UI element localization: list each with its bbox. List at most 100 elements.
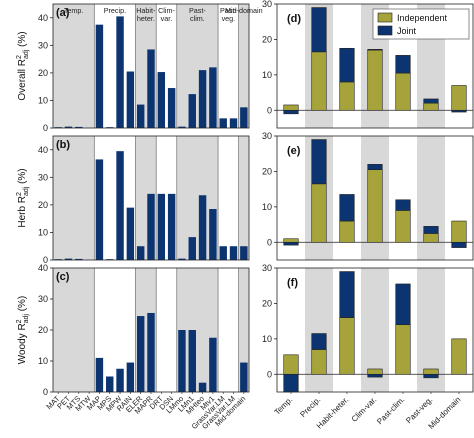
bar-joint-clim-var- xyxy=(367,164,383,170)
bar-joint-precip- xyxy=(311,333,327,350)
bar-independent-mid-domain xyxy=(451,85,467,111)
bar-drt xyxy=(157,72,166,128)
plot-frame xyxy=(52,3,250,129)
bar-mat xyxy=(54,127,62,128)
y-axis-label-sub: adj xyxy=(23,186,30,196)
bar-joint-temp- xyxy=(283,241,299,246)
legend-swatch-joint xyxy=(377,25,393,36)
group-label-line: Past- xyxy=(189,6,206,15)
legend: Independent Joint xyxy=(372,8,470,40)
bar-independent-mid-domain xyxy=(451,220,467,243)
bar-mts xyxy=(75,258,83,260)
bar-pet xyxy=(64,126,73,128)
y-axis-label-tail: (%) xyxy=(17,168,28,186)
bar-dsn xyxy=(167,88,176,128)
bar-joint-temp- xyxy=(283,373,299,393)
y-axis-label: Herb R2adj (%) xyxy=(16,168,30,227)
bar-independent-clim-var- xyxy=(367,49,383,111)
y-axis-label: Woody R2adj (%) xyxy=(16,296,30,365)
group-label: Precip. xyxy=(104,6,126,15)
bar-joint-habit-heter- xyxy=(339,271,355,318)
group-shade xyxy=(53,136,95,260)
bar-eler xyxy=(136,316,145,392)
panel-label: (b) xyxy=(56,139,70,151)
bar-lmmo xyxy=(178,330,186,392)
group-label: Past-clim. xyxy=(189,6,206,23)
group-label-line: clim. xyxy=(190,14,205,23)
bar-mtv1 xyxy=(209,67,217,128)
bar-lmn1 xyxy=(188,94,196,128)
bar-independent-temp- xyxy=(283,354,299,375)
y-tick-label: 30 xyxy=(262,263,272,273)
bar-joint-temp- xyxy=(283,109,299,115)
group-label-line: Mid-domain xyxy=(225,6,263,15)
y-axis-label-sup: 2 xyxy=(16,192,23,196)
panel-d: 0 10 20 30 (d) Independent Joint xyxy=(262,0,474,129)
bar-independent-clim-var- xyxy=(367,368,383,375)
bar-map xyxy=(95,24,104,129)
bar-joint-precip- xyxy=(311,7,327,53)
bar-joint-mid-domain xyxy=(451,241,467,248)
y-tick-label: 0 xyxy=(267,237,272,247)
y-tick-label: 40 xyxy=(38,263,48,273)
y-tick-label: 0 xyxy=(43,123,48,133)
panel-label: (d) xyxy=(287,13,301,25)
bar-mps xyxy=(106,259,114,260)
bar-joint-precip- xyxy=(311,139,327,185)
y-axis-label-main: Overall R xyxy=(17,59,28,101)
plot-frame xyxy=(276,135,474,261)
bar-independent-precip- xyxy=(311,51,327,111)
x-tick-label: Precip. xyxy=(298,395,322,419)
bar-joint-past-clim- xyxy=(395,283,411,325)
bar-mps xyxy=(106,127,114,128)
bar-lmn1 xyxy=(188,237,196,260)
bar-independent-past-veg- xyxy=(423,368,439,375)
bar-independent-past-clim- xyxy=(395,324,411,375)
bar-independent-past-clim- xyxy=(395,210,411,243)
y-tick-label: 0 xyxy=(43,387,48,397)
y-axis-label-tail: (%) xyxy=(17,31,28,49)
panel-a: Temp. Precip. Habit-heter.Clim-var. Past-cl… xyxy=(16,3,263,133)
y-tick-label: 30 xyxy=(38,40,48,50)
panel-label: (f) xyxy=(287,277,298,289)
y-tick-label: 20 xyxy=(38,68,48,78)
group-label-line: heter. xyxy=(137,14,155,23)
bar-mid-domain xyxy=(240,362,248,392)
y-axis-label-tail: (%) xyxy=(17,296,28,314)
y-tick-label: 10 xyxy=(38,95,48,105)
panel-e: 0 10 20 30 (e) xyxy=(262,131,474,261)
y-tick-label: 10 xyxy=(38,227,48,237)
bar-lmmo xyxy=(178,126,186,128)
bar-independent-past-veg- xyxy=(423,233,439,243)
bar-map xyxy=(95,159,104,260)
group-shade xyxy=(53,4,95,128)
y-tick-label: 20 xyxy=(262,34,272,44)
legend-label-independent: Independent xyxy=(397,13,448,23)
group-label-line: var. xyxy=(161,14,173,23)
bar-mat xyxy=(54,259,62,260)
y-tick-label: 0 xyxy=(267,105,272,115)
y-axis-label-sub: adj xyxy=(23,49,30,59)
y-tick-label: 30 xyxy=(262,131,272,141)
group-label-line: Clim- xyxy=(158,6,175,15)
y-tick-label: 10 xyxy=(262,70,272,80)
bar-joint-mid-domain xyxy=(451,109,467,113)
bar-joint-clim-var- xyxy=(367,373,383,378)
group-label-line: Past- xyxy=(220,6,237,15)
group-label: Mid-domain xyxy=(225,6,263,15)
bar-independent-past-veg- xyxy=(423,102,439,111)
bar-independent-clim-var- xyxy=(367,169,383,243)
panel-label: (e) xyxy=(287,145,301,157)
group-label: Past-veg. xyxy=(220,6,237,23)
bar-grassvar-lm xyxy=(229,118,238,128)
bar-mid-domain xyxy=(240,246,248,260)
bar-mapr xyxy=(147,193,155,260)
bar-independent-mid-domain xyxy=(451,338,467,375)
bar-mtv1 xyxy=(209,209,217,260)
bar-independent-temp- xyxy=(283,238,299,243)
bar-pet xyxy=(64,258,73,260)
legend-label-joint: Joint xyxy=(397,26,417,36)
bar-grassvar-lm xyxy=(219,118,227,128)
